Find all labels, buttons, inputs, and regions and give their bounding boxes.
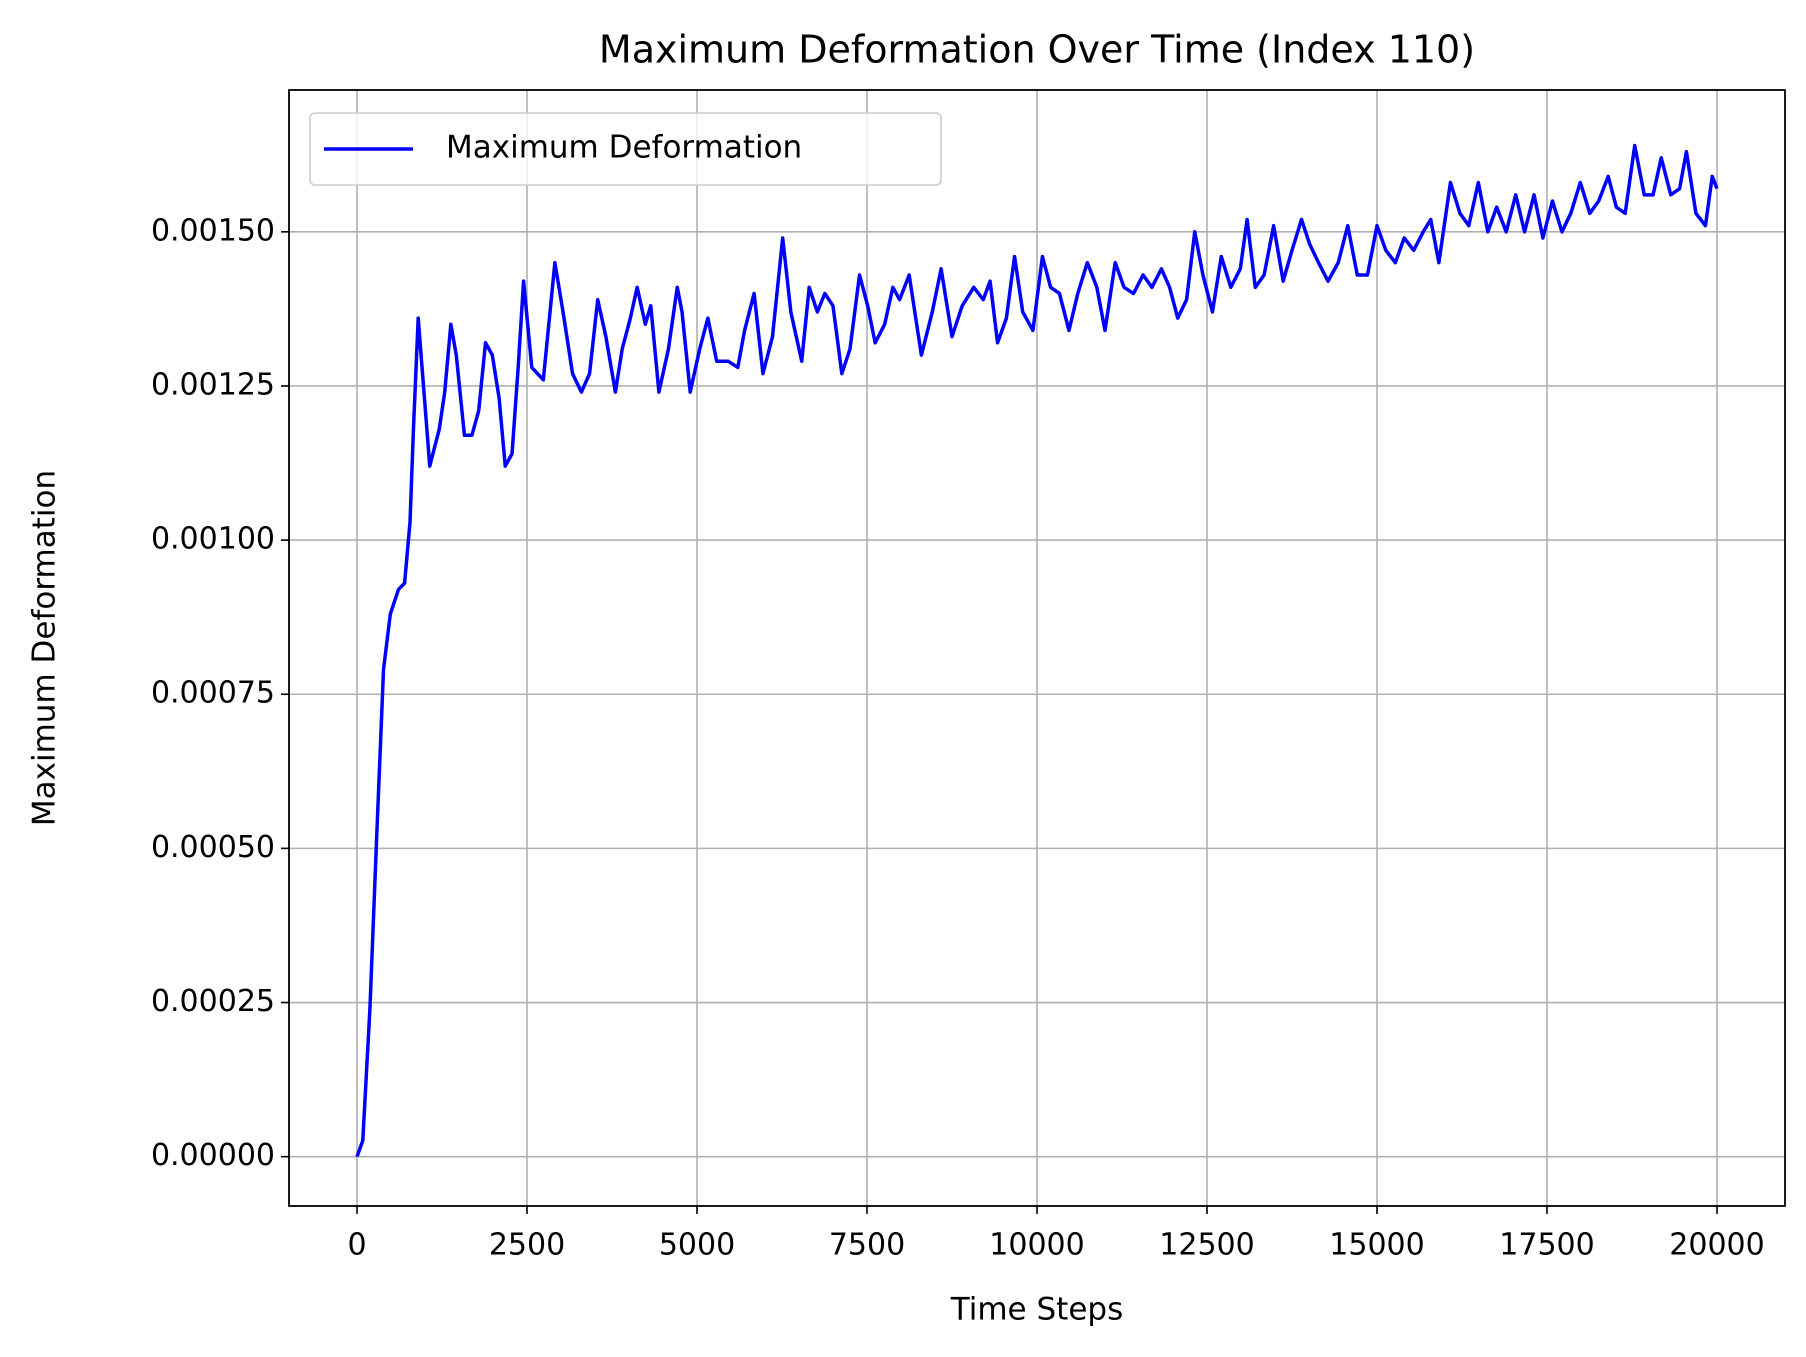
y-tick-label: 0.00150	[151, 213, 275, 248]
y-tick-label: 0.00000	[151, 1138, 275, 1173]
x-axis-label: Time Steps	[950, 1292, 1123, 1328]
data-line	[355, 143, 1719, 1158]
plot-frame	[288, 89, 1786, 1207]
y-tick-label: 0.00100	[151, 522, 275, 557]
y-tick-label: 0.00050	[151, 830, 275, 865]
y-axis-label: Maximum Deformation	[27, 470, 63, 826]
x-tick-label: 15000	[1329, 1228, 1424, 1263]
x-tick-label: 20000	[1669, 1228, 1764, 1263]
x-tick-label: 7500	[829, 1228, 905, 1263]
x-tick-label: 17500	[1499, 1228, 1594, 1263]
y-tick-label: 0.00075	[151, 676, 275, 711]
x-tick-label: 10000	[989, 1228, 1084, 1263]
y-tick-label: 0.00025	[151, 984, 275, 1019]
x-tick-label: 12500	[1159, 1228, 1254, 1263]
legend-box	[309, 112, 942, 186]
chart-title: Maximum Deformation Over Time (Index 110…	[599, 28, 1475, 72]
y-tick-label: 0.00125	[151, 367, 275, 402]
x-tick-label: 0	[347, 1228, 366, 1263]
x-tick-label: 2500	[489, 1228, 565, 1263]
legend-label: Maximum Deformation	[446, 130, 802, 166]
x-tick-label: 5000	[659, 1228, 735, 1263]
